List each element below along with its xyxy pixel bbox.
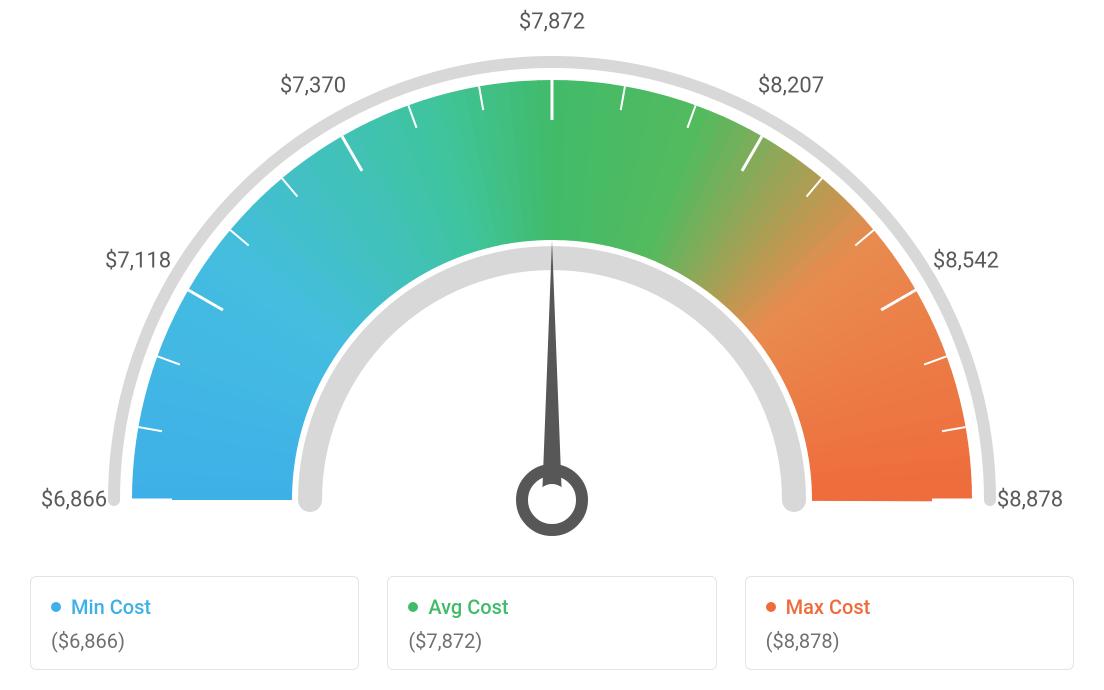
gauge-tick-label: $7,872	[519, 10, 585, 35]
max-card-value: ($8,878)	[766, 629, 1053, 653]
avg-dot-icon	[408, 602, 418, 612]
gauge-chart: $6,866 $7,118 $7,370 $7,872 $8,207 $8,542 $8,8…	[0, 0, 1104, 560]
chart-container: $6,866 $7,118 $7,370 $7,872 $8,207 $8,542 $8,8…	[0, 0, 1104, 690]
min-card-head: Min Cost	[51, 595, 338, 619]
gauge-tick-label: $7,370	[280, 74, 346, 99]
max-card-title: Max Cost	[786, 595, 871, 619]
min-cost-card: Min Cost ($6,866)	[30, 576, 359, 670]
gauge-tick-label: $8,542	[933, 249, 999, 274]
avg-card-head: Avg Cost	[408, 595, 695, 619]
max-card-head: Max Cost	[766, 595, 1053, 619]
avg-card-title: Avg Cost	[428, 595, 508, 619]
gauge-tick-label: $8,878	[997, 488, 1063, 513]
avg-cost-card: Avg Cost ($7,872)	[387, 576, 716, 670]
min-card-title: Min Cost	[71, 595, 151, 619]
avg-card-value: ($7,872)	[408, 629, 695, 653]
gauge-tick-label: $7,118	[105, 249, 171, 274]
gauge-tick-label: $6,866	[41, 488, 107, 513]
min-dot-icon	[51, 602, 61, 612]
summary-cards: Min Cost ($6,866) Avg Cost ($7,872) Max …	[30, 576, 1074, 670]
gauge-svg	[0, 0, 1104, 560]
min-card-value: ($6,866)	[51, 629, 338, 653]
max-dot-icon	[766, 602, 776, 612]
max-cost-card: Max Cost ($8,878)	[745, 576, 1074, 670]
gauge-tick-label: $8,207	[758, 74, 824, 99]
